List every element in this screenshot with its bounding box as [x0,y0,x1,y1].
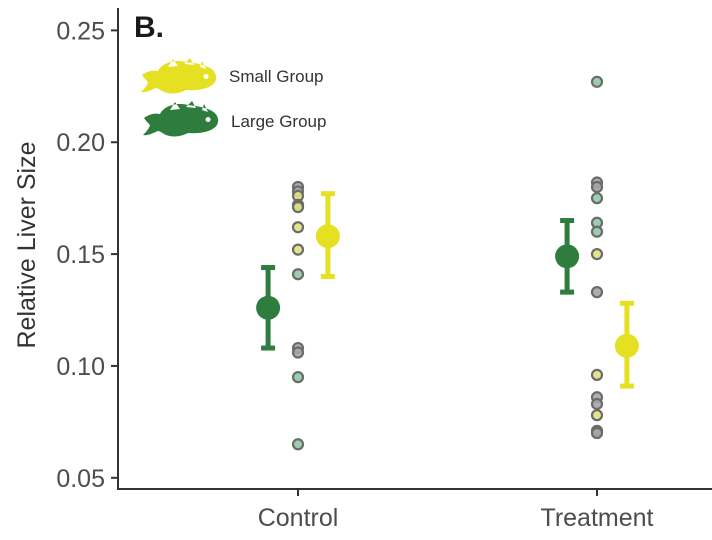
data-point [590,409,604,422]
data-point [291,438,305,451]
legend: Small Group Large Group [141,58,326,137]
mean-with-error-bar [256,265,281,351]
data-point [291,268,305,281]
observations [291,75,604,451]
mean-with-error-bar [555,218,580,295]
x-tick-label: Control [258,504,339,532]
mean-point [614,333,639,358]
y-axis-label: Relative Liver Size [13,141,41,348]
legend-label-small-group: Small Group [229,67,323,86]
mean-with-error-bar [315,191,340,279]
data-point [590,247,604,261]
data-point [590,426,604,440]
data-point [291,371,305,384]
data-point [590,225,604,238]
data-point [590,192,604,205]
data-point [590,286,604,299]
data-point [291,243,305,256]
y-tick-label: 0.15 [56,241,105,269]
y-tick-label: 0.25 [56,17,105,45]
x-tick-label: Treatment [540,504,653,532]
y-ticks: 0.05 0.10 0.15 0.20 0.25 [56,17,118,493]
data-point [590,368,604,382]
data-point [590,397,604,411]
group-means [256,191,639,389]
fish-icon [141,58,217,94]
x-ticks: Control Treatment [258,489,654,532]
mean-with-error-bar [614,300,639,389]
data-point [590,180,604,194]
data-point [291,201,305,214]
legend-label-large-group: Large Group [231,112,326,131]
y-tick-label: 0.05 [56,465,105,493]
fish-icon [143,101,219,137]
data-point [590,75,604,88]
legend-item-large-group: Large Group [143,101,326,137]
data-point [291,346,305,359]
legend-item-small-group: Small Group [141,58,323,94]
y-tick-label: 0.10 [56,353,105,381]
mean-point [256,295,281,320]
data-point [291,221,305,234]
y-tick-label: 0.20 [56,129,105,157]
mean-point [555,244,580,269]
mean-point [315,224,340,249]
panel-label: B. [134,11,164,44]
